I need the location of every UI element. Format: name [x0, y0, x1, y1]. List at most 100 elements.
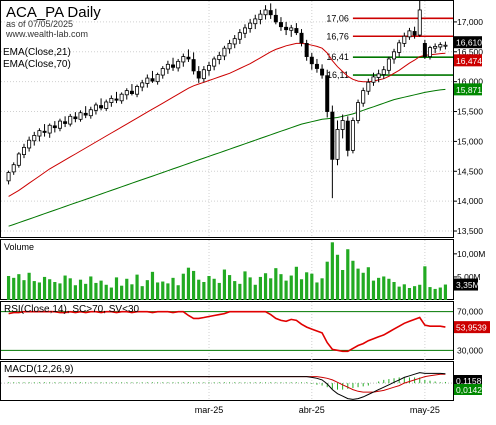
volume-last-tag-bg — [454, 278, 478, 291]
candle-body — [402, 35, 407, 44]
candle-body — [171, 64, 176, 68]
price-tick-label: 15,000 — [457, 136, 483, 146]
candle-body — [428, 47, 433, 57]
volume-bar — [397, 286, 401, 300]
candle-body — [330, 111, 335, 160]
candle-body — [386, 58, 391, 71]
candle-body — [412, 31, 417, 36]
volume-last-tag-text: 3,35M — [456, 280, 480, 290]
volume-bar — [289, 275, 293, 300]
candle-body — [289, 27, 294, 31]
price-tick-label: 13,500 — [457, 226, 483, 236]
volume-bar — [248, 277, 252, 300]
volume-bar — [269, 278, 273, 300]
volume-bar — [407, 288, 412, 300]
candle-body — [124, 90, 129, 96]
volume-bar — [330, 242, 334, 300]
volume-bar — [89, 276, 93, 300]
volume-bar — [63, 275, 67, 300]
volume-bar — [253, 284, 257, 300]
candle-body — [350, 120, 355, 151]
price-tick-label: 14,500 — [457, 166, 483, 176]
volume-bar — [382, 276, 386, 300]
candle-body — [176, 60, 181, 69]
signal-last-tag-text: 0,0142 — [456, 385, 482, 395]
ema21-legend: EMA(Close,21) — [3, 47, 71, 58]
price-tick-label: 15,500 — [457, 107, 483, 117]
date-tick-label: may-25 — [410, 405, 440, 415]
volume-bar — [166, 283, 170, 300]
volume-bar — [181, 273, 185, 300]
candle-body — [191, 59, 196, 72]
candle-body — [165, 63, 170, 70]
volume-bar — [186, 267, 191, 300]
level-label: 17,06 — [326, 13, 349, 23]
ema70-layer — [8, 88, 446, 227]
candle-body — [232, 38, 237, 45]
volume-bar — [299, 279, 304, 300]
volume-bar — [361, 272, 365, 300]
candle-body — [284, 26, 289, 31]
volume-bar — [284, 280, 288, 300]
volume-pane-title: Volume — [4, 242, 34, 252]
candle-body — [268, 10, 273, 16]
volume-bar — [392, 282, 396, 300]
ema21-tag-bg — [454, 54, 482, 67]
last-value-tags: 16,610 16,474 15,871 3,35M 53,9539 0,11580,01… — [454, 36, 490, 395]
rsi-line — [8, 310, 446, 353]
candle-body — [109, 97, 114, 103]
chart-title: ACA_PA Daily — [6, 4, 101, 21]
candle-body — [422, 43, 427, 57]
volume-bar — [197, 279, 201, 300]
volume-bar — [140, 286, 144, 300]
candle-body — [417, 9, 422, 36]
volume-bar — [222, 269, 227, 300]
volume-bar — [68, 278, 72, 300]
candle-body — [299, 32, 304, 44]
volume-tick-label: 5,00M — [457, 272, 481, 282]
candle-body — [325, 75, 330, 112]
volume-bar — [320, 278, 324, 300]
candle-body — [32, 135, 37, 142]
volume-bar — [42, 276, 47, 300]
rsi-layer — [1, 310, 453, 353]
axis-labels: 13,500 14,000 14,500 15,000 15,500 16,000 16,5… — [195, 17, 486, 415]
volume-bar — [176, 285, 180, 300]
candle-body — [27, 139, 32, 149]
volume-bar — [58, 283, 62, 300]
rsi-tick-label: 30,000 — [457, 345, 483, 355]
candle-body — [443, 44, 448, 47]
volume-bar — [335, 254, 340, 300]
volume-bar — [207, 276, 211, 300]
candle-body — [356, 102, 361, 121]
volume-bar — [109, 287, 113, 300]
candle-body — [6, 172, 11, 182]
volume-bar — [156, 282, 160, 300]
candle-body — [201, 69, 206, 80]
volume-bar — [356, 268, 360, 300]
candlestick-series — [6, 1, 448, 199]
candle-body — [320, 68, 325, 76]
signal-last-tag-bg — [454, 384, 482, 395]
candle-body — [119, 93, 124, 102]
candle-body — [104, 101, 109, 109]
macd-layer — [1, 372, 453, 400]
candle-body — [242, 27, 247, 34]
level-label: 16,11 — [327, 70, 349, 80]
volume-bar — [191, 270, 196, 300]
volume-bar — [377, 277, 381, 300]
last-close-tag-text: 16,610 — [456, 38, 482, 48]
candle-body — [196, 71, 201, 79]
candle-body — [88, 109, 93, 117]
candle-body — [114, 98, 119, 101]
candle-body — [212, 58, 217, 67]
level-label: 16,41 — [326, 52, 349, 62]
ema70-legend: EMA(Close,70) — [3, 59, 71, 70]
volume-bar — [412, 286, 417, 300]
candle-body — [248, 22, 253, 29]
volume-bar — [37, 282, 42, 300]
volume-bar — [130, 284, 134, 300]
volume-bar — [150, 271, 155, 300]
volume-bar — [171, 277, 175, 300]
